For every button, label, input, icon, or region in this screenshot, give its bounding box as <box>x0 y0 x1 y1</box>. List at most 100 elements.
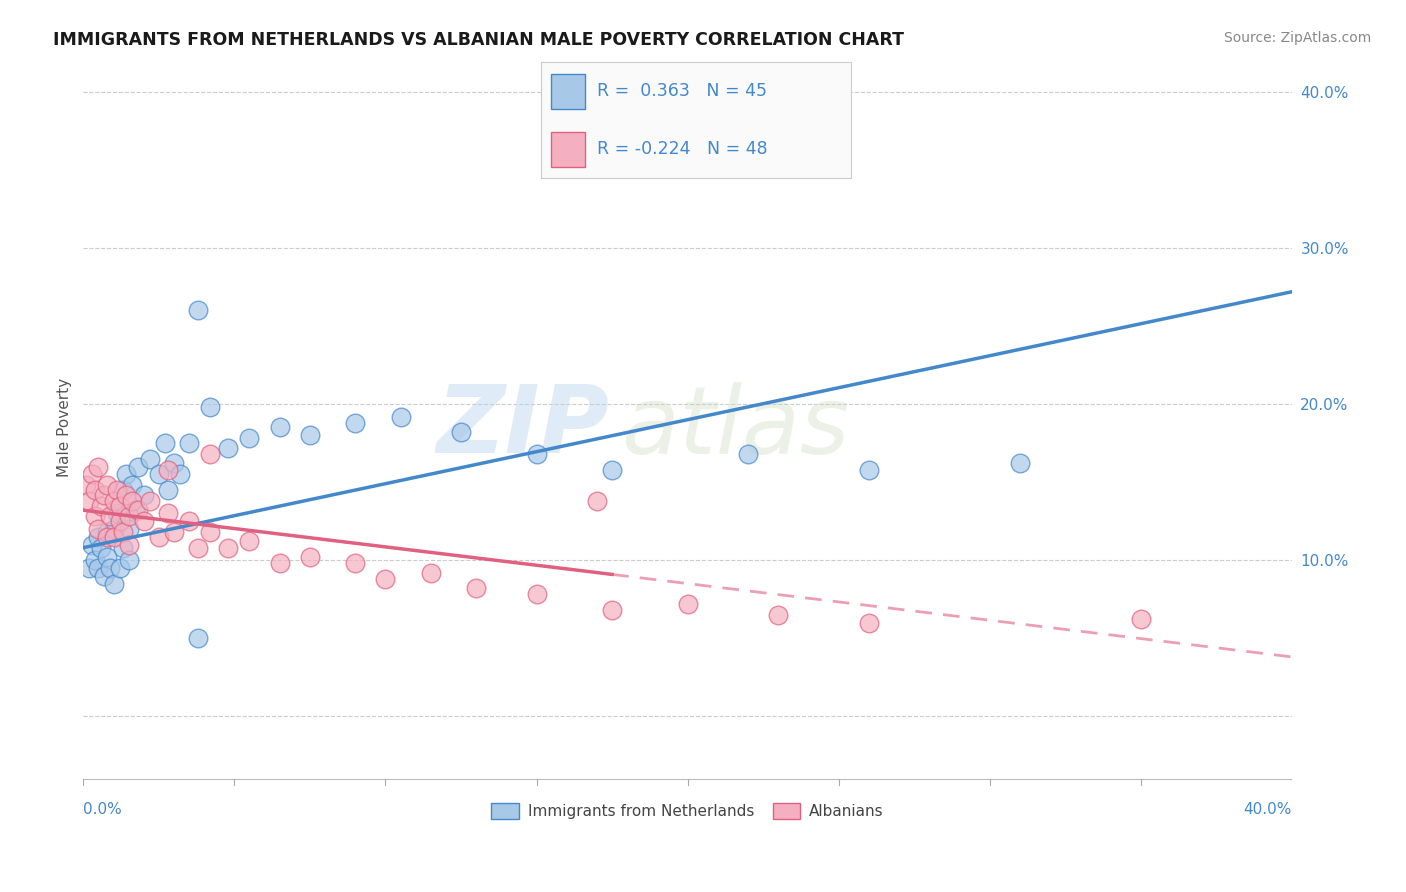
Point <box>117 522 139 536</box>
Point <box>117 509 139 524</box>
Point <box>419 566 441 580</box>
Point <box>737 447 759 461</box>
Point <box>82 537 104 551</box>
Point <box>84 553 107 567</box>
Point <box>238 432 260 446</box>
Point <box>111 524 134 539</box>
Point <box>103 530 125 544</box>
Point <box>103 576 125 591</box>
Point <box>389 409 412 424</box>
Point <box>114 467 136 482</box>
Point <box>108 499 131 513</box>
Point <box>108 561 131 575</box>
Point <box>600 603 623 617</box>
Point <box>1129 612 1152 626</box>
Point <box>87 561 110 575</box>
Point <box>90 541 112 555</box>
Point <box>298 549 321 564</box>
Text: 0.0%: 0.0% <box>83 802 122 817</box>
Point <box>200 447 222 461</box>
Point <box>93 487 115 501</box>
Point <box>169 467 191 482</box>
Point <box>100 561 122 575</box>
Point <box>96 478 118 492</box>
Point <box>200 524 222 539</box>
Point <box>269 556 291 570</box>
Point <box>217 441 239 455</box>
Point <box>103 522 125 536</box>
Legend: Immigrants from Netherlands, Albanians: Immigrants from Netherlands, Albanians <box>485 797 890 825</box>
Point <box>187 303 209 318</box>
Point <box>96 524 118 539</box>
Point <box>84 483 107 497</box>
Point <box>79 561 101 575</box>
Point <box>600 462 623 476</box>
Point <box>93 568 115 582</box>
Point <box>90 499 112 513</box>
Point <box>103 493 125 508</box>
Point <box>79 493 101 508</box>
Point <box>114 487 136 501</box>
Point <box>465 581 488 595</box>
Point <box>217 541 239 555</box>
Point <box>75 478 97 492</box>
Point <box>187 631 209 645</box>
Point <box>127 503 149 517</box>
FancyBboxPatch shape <box>551 74 585 109</box>
Point <box>87 530 110 544</box>
Point <box>96 549 118 564</box>
Point <box>526 447 548 461</box>
Point <box>187 541 209 555</box>
Point <box>148 467 170 482</box>
Point <box>344 416 367 430</box>
Point <box>127 459 149 474</box>
Point <box>132 514 155 528</box>
Point <box>96 530 118 544</box>
Point <box>84 509 107 524</box>
Point <box>200 401 222 415</box>
Text: Source: ZipAtlas.com: Source: ZipAtlas.com <box>1223 31 1371 45</box>
Point <box>858 615 880 630</box>
Point <box>163 524 186 539</box>
Point <box>153 436 176 450</box>
Point <box>163 457 186 471</box>
Point <box>100 509 122 524</box>
Point <box>139 451 162 466</box>
Point <box>117 553 139 567</box>
Point <box>177 514 200 528</box>
Point <box>586 493 609 508</box>
Point <box>344 556 367 570</box>
Point <box>1008 457 1031 471</box>
Point <box>526 587 548 601</box>
Point <box>676 597 699 611</box>
Point <box>858 462 880 476</box>
Text: 40.0%: 40.0% <box>1244 802 1292 817</box>
Point <box>111 541 134 555</box>
Point <box>374 572 396 586</box>
Point <box>108 514 131 528</box>
Point <box>124 503 146 517</box>
Point <box>177 436 200 450</box>
Y-axis label: Male Poverty: Male Poverty <box>58 378 72 477</box>
Text: IMMIGRANTS FROM NETHERLANDS VS ALBANIAN MALE POVERTY CORRELATION CHART: IMMIGRANTS FROM NETHERLANDS VS ALBANIAN … <box>53 31 904 49</box>
Text: ZIP: ZIP <box>436 382 609 474</box>
Text: R =  0.363   N = 45: R = 0.363 N = 45 <box>598 82 768 101</box>
Point <box>111 483 134 497</box>
Point <box>105 483 128 497</box>
Text: R = -0.224   N = 48: R = -0.224 N = 48 <box>598 140 768 159</box>
Text: atlas: atlas <box>621 382 849 473</box>
FancyBboxPatch shape <box>551 132 585 167</box>
Point <box>87 522 110 536</box>
Point <box>156 506 179 520</box>
Point <box>148 530 170 544</box>
Point <box>238 534 260 549</box>
Point <box>156 462 179 476</box>
Point <box>121 493 143 508</box>
Point <box>298 428 321 442</box>
Point <box>132 487 155 501</box>
Point <box>450 425 472 440</box>
Point <box>117 537 139 551</box>
Point <box>269 420 291 434</box>
Point <box>82 467 104 482</box>
Point <box>768 607 790 622</box>
